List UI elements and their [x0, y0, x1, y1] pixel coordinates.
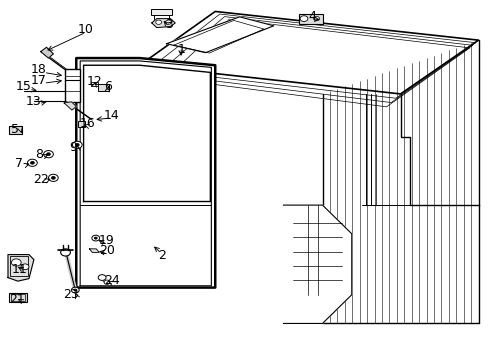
Bar [78, 121, 84, 127]
Text: 6: 6 [104, 80, 112, 93]
Circle shape [313, 17, 319, 21]
Circle shape [74, 289, 77, 291]
Bar [98, 84, 109, 91]
Bar [91, 82, 98, 86]
Circle shape [30, 161, 34, 164]
Circle shape [98, 275, 106, 280]
Polygon shape [8, 255, 34, 281]
Circle shape [75, 143, 79, 146]
Polygon shape [152, 19, 175, 28]
Text: 21: 21 [9, 293, 24, 306]
Circle shape [300, 16, 307, 22]
Circle shape [43, 150, 53, 158]
Bar [151, 9, 172, 15]
Polygon shape [89, 249, 99, 252]
Circle shape [165, 20, 171, 24]
Circle shape [156, 20, 161, 24]
Text: 24: 24 [104, 274, 120, 287]
Text: 7: 7 [15, 157, 23, 170]
Bar [9, 126, 21, 134]
Text: 5: 5 [11, 123, 20, 136]
Circle shape [71, 287, 79, 293]
Text: 9: 9 [69, 141, 77, 154]
Text: 19: 19 [99, 234, 115, 247]
Polygon shape [140, 12, 478, 94]
Text: 13: 13 [26, 95, 41, 108]
Text: 1: 1 [177, 42, 184, 55]
Bar [11, 294, 25, 301]
Text: 18: 18 [31, 63, 46, 76]
Circle shape [21, 264, 29, 270]
Circle shape [92, 235, 100, 241]
Polygon shape [322, 40, 478, 323]
Circle shape [46, 153, 50, 156]
Circle shape [61, 249, 70, 256]
Polygon shape [64, 102, 76, 110]
Polygon shape [41, 47, 53, 58]
Bar [9, 126, 21, 134]
Circle shape [11, 259, 21, 266]
Circle shape [48, 174, 58, 181]
Polygon shape [76, 58, 215, 288]
Text: 2: 2 [157, 249, 165, 262]
Polygon shape [166, 17, 273, 53]
Text: 16: 16 [80, 117, 95, 130]
Bar [299, 14, 322, 24]
Circle shape [72, 141, 82, 148]
Text: 22: 22 [33, 173, 49, 186]
Bar [9, 293, 27, 302]
Circle shape [51, 176, 55, 179]
Bar [65, 69, 80, 102]
Circle shape [27, 159, 37, 166]
Text: 20: 20 [99, 244, 115, 257]
Text: 17: 17 [31, 74, 46, 87]
Text: 4: 4 [308, 10, 316, 23]
Polygon shape [283, 205, 351, 323]
Text: 15: 15 [16, 80, 32, 93]
Circle shape [104, 280, 110, 284]
Circle shape [94, 237, 97, 239]
Text: 11: 11 [11, 263, 27, 276]
Text: 8: 8 [35, 148, 42, 161]
Text: 3: 3 [164, 18, 172, 31]
Text: 23: 23 [63, 288, 79, 301]
Text: 12: 12 [87, 75, 102, 88]
Bar [10, 256, 27, 276]
Text: 14: 14 [104, 109, 120, 122]
Text: 10: 10 [78, 23, 94, 36]
